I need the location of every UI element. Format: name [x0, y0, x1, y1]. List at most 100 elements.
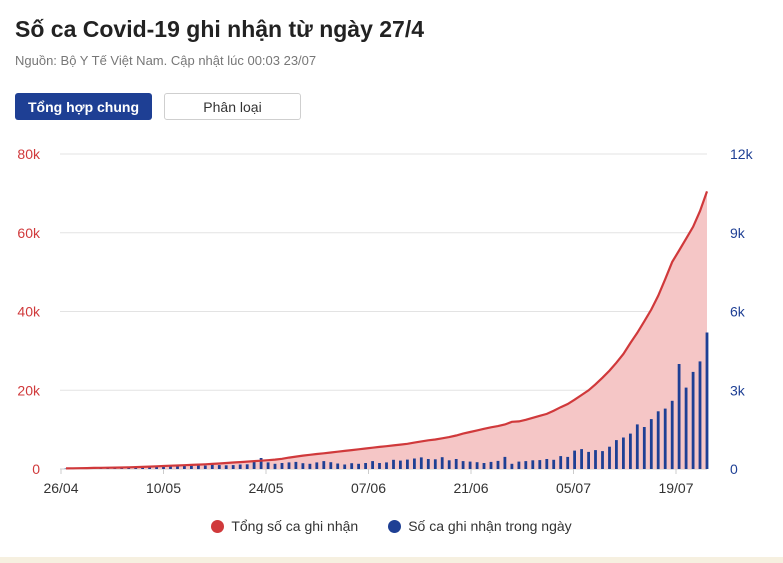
daily-bar — [413, 458, 416, 469]
daily-bar — [468, 461, 472, 469]
daily-bar — [155, 466, 158, 469]
daily-bar — [301, 463, 305, 469]
daily-bar — [524, 461, 528, 469]
daily-bar — [482, 463, 486, 469]
daily-bar — [280, 463, 284, 469]
y-tick-right: 6k — [730, 304, 746, 320]
daily-bar — [210, 464, 214, 469]
bottom-bar — [0, 557, 783, 563]
daily-bar — [350, 463, 354, 469]
daily-bar — [503, 456, 507, 469]
daily-bar — [475, 462, 479, 469]
x-tick-label: 05/07 — [556, 480, 591, 496]
daily-bar — [322, 461, 326, 469]
daily-bar — [197, 463, 200, 470]
daily-bar — [670, 400, 674, 470]
daily-bar — [266, 462, 270, 469]
y-tick-right: 3k — [730, 382, 746, 398]
x-tick-label: 10/05 — [146, 480, 181, 496]
daily-bar — [287, 462, 291, 469]
x-tick-label: 07/06 — [351, 480, 386, 496]
daily-bar — [649, 419, 653, 469]
daily-bar — [629, 433, 632, 469]
daily-bar — [566, 456, 570, 469]
daily-bar — [538, 460, 542, 469]
y-tick-right: 12k — [730, 146, 754, 162]
legend-label-daily: Số ca ghi nhận trong ngày — [408, 518, 572, 534]
daily-bar — [433, 459, 437, 469]
daily-bar — [162, 466, 165, 469]
source-note: Nguồn: Bộ Y Tế Việt Nam. Cập nhật lúc 00… — [15, 53, 317, 68]
legend-dot-cumulative — [211, 519, 225, 533]
daily-bar — [183, 465, 186, 469]
daily-bar — [238, 464, 242, 469]
daily-bar — [392, 459, 395, 469]
daily-bar — [419, 457, 423, 469]
daily-bar — [259, 458, 263, 469]
daily-bar — [705, 332, 709, 469]
daily-bar — [357, 463, 360, 470]
x-tick-label: 21/06 — [453, 480, 488, 496]
daily-bar — [580, 449, 583, 469]
daily-bar — [273, 463, 277, 470]
cumulative-line — [65, 191, 709, 470]
legend-item-daily[interactable]: Số ca ghi nhận trong ngày — [388, 518, 572, 534]
daily-bar — [315, 462, 319, 469]
daily-bar — [601, 451, 604, 469]
y-tick-left: 20k — [17, 382, 41, 398]
daily-bar — [635, 424, 639, 469]
daily-bar — [545, 459, 549, 469]
daily-bar — [447, 460, 451, 469]
daily-bar — [224, 465, 228, 469]
daily-bar — [231, 465, 235, 469]
daily-bar — [594, 450, 597, 469]
page-title: Số ca Covid-19 ghi nhận từ ngày 27/4 — [15, 16, 425, 42]
daily-bar — [531, 460, 535, 469]
daily-bar — [642, 427, 646, 469]
y-tick-left: 0 — [32, 461, 40, 477]
legend-dot-daily — [388, 519, 402, 533]
daily-bar — [245, 464, 249, 469]
x-tick-label: 26/04 — [43, 480, 78, 496]
legend-item-cumulative[interactable]: Tổng số ca ghi nhận — [211, 518, 358, 534]
daily-bar — [587, 451, 590, 469]
daily-bar — [698, 361, 702, 469]
y-tick-left: 60k — [17, 225, 41, 241]
tab-classification[interactable]: Phân loại — [164, 93, 301, 120]
daily-bar — [378, 463, 381, 469]
y-tick-left: 80k — [17, 146, 41, 162]
x-tick-label: 24/05 — [248, 480, 283, 496]
daily-bar — [608, 446, 611, 469]
covid-chart: 0 20k 40k 60k 80k 0 3k 6k 9k 12k 26/04 10/05 24/05 07… — [17, 146, 754, 496]
daily-bar — [308, 463, 312, 470]
daily-bar — [141, 467, 144, 469]
daily-bar — [371, 461, 374, 469]
daily-bar — [440, 457, 444, 469]
daily-bar — [176, 465, 179, 469]
daily-bar — [559, 456, 563, 469]
daily-bar — [454, 459, 458, 469]
daily-bar — [663, 408, 667, 469]
daily-bar — [190, 464, 193, 469]
y-tick-left: 40k — [17, 304, 41, 320]
x-tick-label: 19/07 — [658, 480, 693, 496]
daily-bar — [552, 459, 556, 469]
daily-bar — [336, 463, 340, 469]
y-tick-right: 9k — [730, 225, 746, 241]
daily-bar — [399, 460, 402, 469]
daily-bar — [203, 465, 207, 469]
daily-bar — [496, 460, 500, 469]
daily-bar — [517, 461, 521, 469]
legend-label-cumulative: Tổng số ca ghi nhận — [231, 518, 359, 534]
tab-summary[interactable]: Tổng hợp chung — [15, 93, 152, 120]
daily-bar — [622, 437, 625, 469]
daily-bar — [691, 371, 695, 469]
daily-bar — [615, 440, 618, 469]
daily-bar — [217, 465, 221, 469]
chart-legend: Tổng số ca ghi nhận Số ca ghi nhận trong… — [0, 518, 783, 534]
daily-bar — [510, 463, 514, 470]
daily-bar — [385, 462, 388, 469]
daily-bar — [294, 461, 298, 469]
daily-bar — [684, 387, 688, 469]
daily-bar — [343, 464, 347, 469]
